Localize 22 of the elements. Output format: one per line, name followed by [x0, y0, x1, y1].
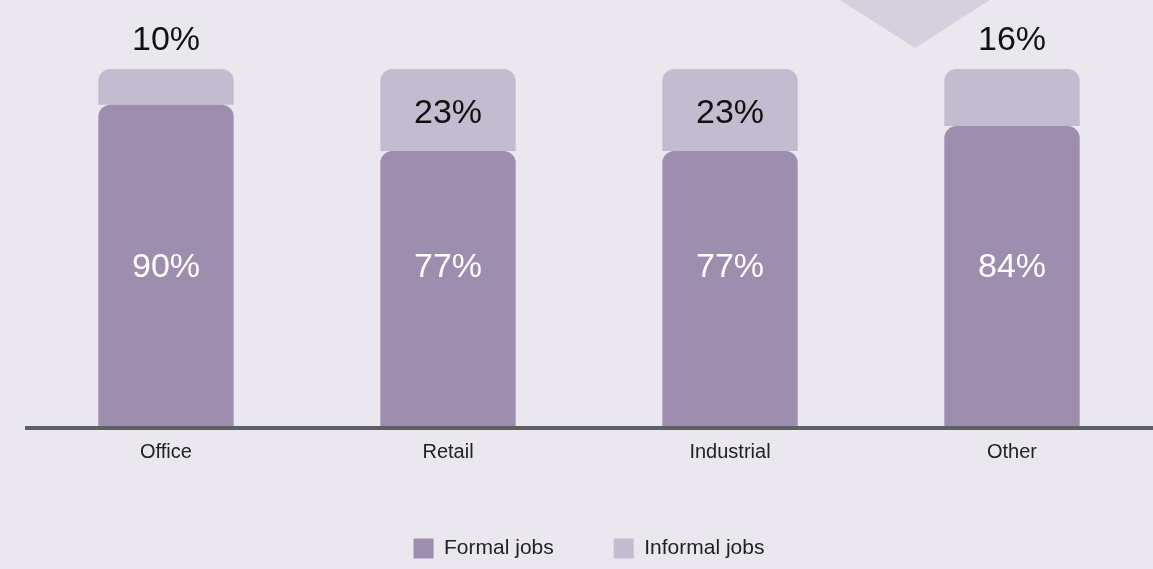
data-label: 10% — [131, 19, 201, 58]
bar — [98, 69, 234, 105]
bar — [380, 69, 516, 152]
bar — [944, 126, 1080, 426]
bar — [662, 151, 798, 426]
data-label: 90% — [131, 245, 201, 284]
data-label: 77% — [413, 245, 483, 284]
x-tick-label: Office — [140, 439, 192, 462]
data-label: 16% — [977, 19, 1047, 58]
data-label: 77% — [695, 245, 765, 284]
x-tick-label: Other — [986, 439, 1038, 462]
legend-label: Formal jobs — [444, 535, 554, 559]
bar — [944, 69, 1080, 127]
bar — [662, 69, 798, 152]
legend-label: Informal jobs — [644, 535, 765, 559]
data-label: 84% — [977, 245, 1047, 284]
x-tick-label: Industrial — [689, 439, 771, 462]
data-label: 23% — [695, 92, 765, 131]
bar — [98, 104, 234, 426]
x-tick-label: Retail — [422, 439, 474, 462]
data-label: 23% — [413, 92, 483, 131]
bar — [380, 151, 516, 426]
